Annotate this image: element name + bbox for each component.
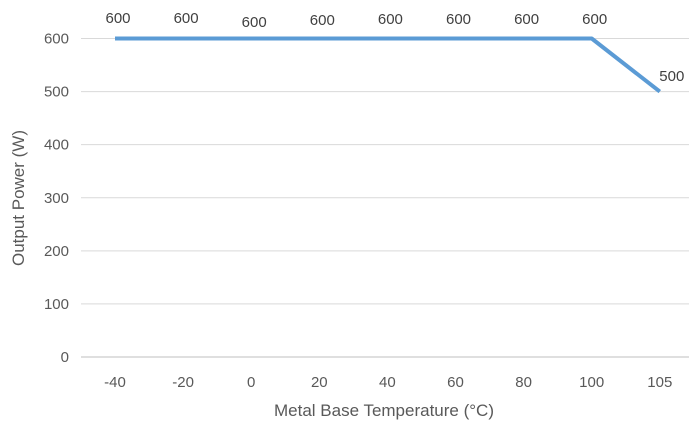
x-tick-label: 20 xyxy=(311,374,328,391)
y-tick-label: 500 xyxy=(44,84,69,101)
x-axis-ticks: -40 -20 0 20 40 60 80 100 105 xyxy=(104,374,672,391)
data-label: 600 xyxy=(105,10,130,27)
x-tick-label: 40 xyxy=(379,374,396,391)
gridlines xyxy=(81,38,689,358)
series-lines xyxy=(115,36,662,94)
x-tick-label: 0 xyxy=(247,374,255,391)
x-axis-title: Metal Base Temperature (°C) xyxy=(274,401,494,420)
data-label: 600 xyxy=(310,12,335,29)
x-tick-label: 100 xyxy=(579,374,604,391)
data-label: 600 xyxy=(582,11,607,28)
y-tick-label: 300 xyxy=(44,190,69,207)
series-line xyxy=(115,36,662,94)
data-label: 600 xyxy=(378,11,403,28)
y-tick-label: 400 xyxy=(44,137,69,154)
x-tick-label: -20 xyxy=(172,374,194,391)
data-label: 600 xyxy=(446,11,471,28)
y-tick-label: 600 xyxy=(44,31,69,48)
data-label: 500 xyxy=(659,68,684,85)
data-label: 600 xyxy=(242,14,267,31)
y-axis-ticks: 0 100 200 300 400 500 600 xyxy=(44,31,69,367)
x-tick-label: 80 xyxy=(515,374,532,391)
y-axis-title: Output Power (W) xyxy=(9,130,28,266)
y-tick-label: 200 xyxy=(44,243,69,260)
y-tick-label: 0 xyxy=(61,349,69,366)
data-label: 600 xyxy=(174,10,199,27)
x-tick-label: 60 xyxy=(447,374,464,391)
x-tick-label: -40 xyxy=(104,374,126,391)
data-labels: 600 600 600 600 600 600 600 600 500 xyxy=(105,10,684,85)
y-tick-label: 100 xyxy=(44,296,69,313)
data-label: 600 xyxy=(514,11,539,28)
x-tick-label: 105 xyxy=(647,374,672,391)
